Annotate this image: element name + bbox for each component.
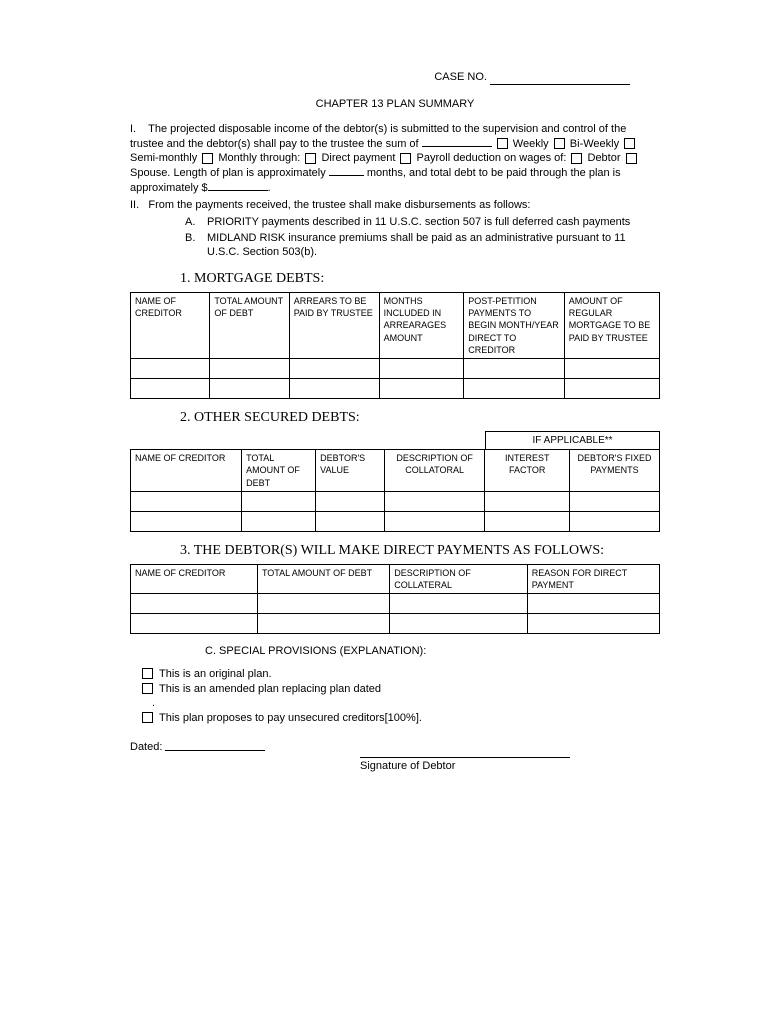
section-3-heading: 3. THE DEBTOR(S) WILL MAKE DIRECT PAYMEN… — [180, 542, 660, 561]
table-header-row: NAME OF CREDITOR TOTAL AMOUNT OF DEBT DE… — [131, 450, 660, 491]
para1-prefix: I. — [130, 123, 136, 135]
checkbox-direct[interactable] — [305, 153, 316, 164]
table-row[interactable] — [131, 511, 660, 531]
table-header-row: NAME OF CREDITOR TOTAL AMOUNT OF DEBT AR… — [131, 293, 660, 359]
signature-line[interactable]: Signature of Debtor — [360, 757, 570, 774]
t3-h3: DESCRIPTION OF COLLATERAL — [390, 564, 528, 593]
sublist: A. PRIORITY payments described in 11 U.S… — [185, 215, 660, 261]
label-direct: Direct payment — [321, 152, 395, 164]
table-row[interactable] — [131, 613, 660, 633]
dated-label: Dated: — [130, 740, 162, 755]
t3-h4: REASON FOR DIRECT PAYMENT — [527, 564, 659, 593]
label-amended-plan: This is an amended plan replacing plan d… — [159, 682, 381, 697]
t1-h5: POST-PETITION PAYMENTS TO BEGIN MONTH/YE… — [464, 293, 565, 359]
paragraph-1: I. The projected disposable income of th… — [130, 122, 660, 196]
document-page: CASE NO. CHAPTER 13 PLAN SUMMARY I. The … — [0, 0, 770, 814]
case-label: CASE NO. — [434, 71, 487, 83]
t2-h3: DEBTOR'S VALUE — [316, 450, 385, 491]
checkbox-weekly[interactable] — [497, 138, 508, 149]
sub-b-text: MIDLAND RISK insurance premiums shall be… — [207, 231, 660, 261]
months-field[interactable] — [329, 166, 364, 176]
signature-label: Signature of Debtor — [360, 760, 455, 772]
table-row[interactable] — [131, 491, 660, 511]
secured-debts-wrap: IF APPLICABLE** NAME OF CREDITOR TOTAL A… — [130, 431, 660, 532]
label-monthly: Monthly through: — [218, 152, 300, 164]
t1-h6: AMOUNT OF REGULAR MORTGAGE TO BE PAID BY… — [564, 293, 659, 359]
t3-h2: TOTAL AMOUNT OF DEBT — [257, 564, 389, 593]
total-debt-field[interactable] — [208, 181, 268, 191]
sublist-item-a: A. PRIORITY payments described in 11 U.S… — [185, 215, 660, 230]
t2-h1: NAME OF CREDITOR — [131, 450, 242, 491]
t2-h6: DEBTOR'S FIXED PAYMENTS — [570, 450, 660, 491]
label-semimonthly: Semi-monthly — [130, 152, 197, 164]
t2-h5: INTEREST FACTOR — [485, 450, 570, 491]
label-payroll: Payroll — [417, 152, 451, 164]
sub-a-text: PRIORITY payments described in 11 U.S.C.… — [207, 215, 630, 230]
checkbox-biweekly[interactable] — [554, 138, 565, 149]
t3-h1: NAME OF CREDITOR — [131, 564, 258, 593]
checkbox-unsecured[interactable] — [142, 712, 153, 723]
if-applicable-label: IF APPLICABLE** — [485, 431, 660, 450]
dated-line: Dated: — [130, 740, 660, 755]
table-header-row: NAME OF CREDITOR TOTAL AMOUNT OF DEBT DE… — [131, 564, 660, 593]
section-1-heading: 1. MORTGAGE DEBTS: — [180, 270, 660, 289]
table-row[interactable] — [131, 593, 660, 613]
para1-text-b: deduction on wages of: — [453, 152, 566, 164]
signature-area: Signature of Debtor — [360, 757, 660, 774]
label-biweekly: Bi-Weekly — [570, 138, 619, 150]
checkbox-payroll[interactable] — [400, 153, 411, 164]
section-2-heading: 2. OTHER SECURED DEBTS: — [180, 409, 660, 428]
sublist-item-b: B. MIDLAND RISK insurance premiums shall… — [185, 231, 660, 261]
direct-payments-table: NAME OF CREDITOR TOTAL AMOUNT OF DEBT DE… — [130, 564, 660, 634]
label-weekly: Weekly — [513, 138, 549, 150]
table-row[interactable] — [131, 358, 660, 378]
checkbox-monthly[interactable] — [202, 153, 213, 164]
letter-b: B. — [185, 231, 207, 261]
period-line: . — [152, 696, 660, 711]
if-applicable-row: IF APPLICABLE** — [130, 431, 660, 450]
label-original-plan: This is an original plan. — [159, 667, 272, 682]
checkbox-amended-plan[interactable] — [142, 683, 153, 694]
checkbox-semimonthly[interactable] — [624, 138, 635, 149]
label-spouse: Spouse. — [130, 167, 170, 179]
document-title: CHAPTER 13 PLAN SUMMARY — [130, 97, 660, 112]
checkbox-spouse[interactable] — [626, 153, 637, 164]
t1-h1: NAME OF CREDITOR — [131, 293, 210, 359]
secured-debts-table: NAME OF CREDITOR TOTAL AMOUNT OF DEBT DE… — [130, 449, 660, 531]
provisions-heading: C. SPECIAL PROVISIONS (EXPLANATION): — [205, 644, 660, 659]
checkbox-original-plan[interactable] — [142, 668, 153, 679]
para1-text-a: The projected disposable income of the d… — [130, 123, 626, 150]
letter-a: A. — [185, 215, 207, 230]
para2-prefix: II. — [130, 199, 139, 211]
t2-h4: DESCRIPTION OF COLLATORAL — [384, 450, 485, 491]
mortgage-debts-table: NAME OF CREDITOR TOTAL AMOUNT OF DEBT AR… — [130, 292, 660, 399]
paragraph-2: II. From the payments received, the trus… — [130, 198, 660, 213]
dated-field[interactable] — [165, 740, 265, 751]
check-line-amended: This is an amended plan replacing plan d… — [140, 682, 660, 697]
t2-h2: TOTAL AMOUNT OF DEBT — [242, 450, 316, 491]
t1-h4: MONTHS INCLUDED IN ARREARAGES AMOUNT — [379, 293, 464, 359]
t1-h2: TOTAL AMOUNT OF DEBT — [210, 293, 289, 359]
label-unsecured: This plan proposes to pay unsecured cred… — [159, 711, 422, 726]
case-number-line: CASE NO. — [130, 70, 660, 85]
table-row[interactable] — [131, 378, 660, 398]
para1-text-c: Length of plan is approximately — [173, 167, 325, 179]
label-debtor: Debtor — [588, 152, 621, 164]
check-line-unsecured: This plan proposes to pay unsecured cred… — [140, 711, 660, 726]
para2-text: From the payments received, the trustee … — [148, 199, 530, 211]
check-line-original: This is an original plan. — [140, 667, 660, 682]
sum-field[interactable] — [422, 137, 492, 147]
t1-h3: ARREARS TO BE PAID BY TRUSTEE — [289, 293, 379, 359]
case-number-field[interactable] — [490, 74, 630, 85]
checkbox-debtor[interactable] — [571, 153, 582, 164]
